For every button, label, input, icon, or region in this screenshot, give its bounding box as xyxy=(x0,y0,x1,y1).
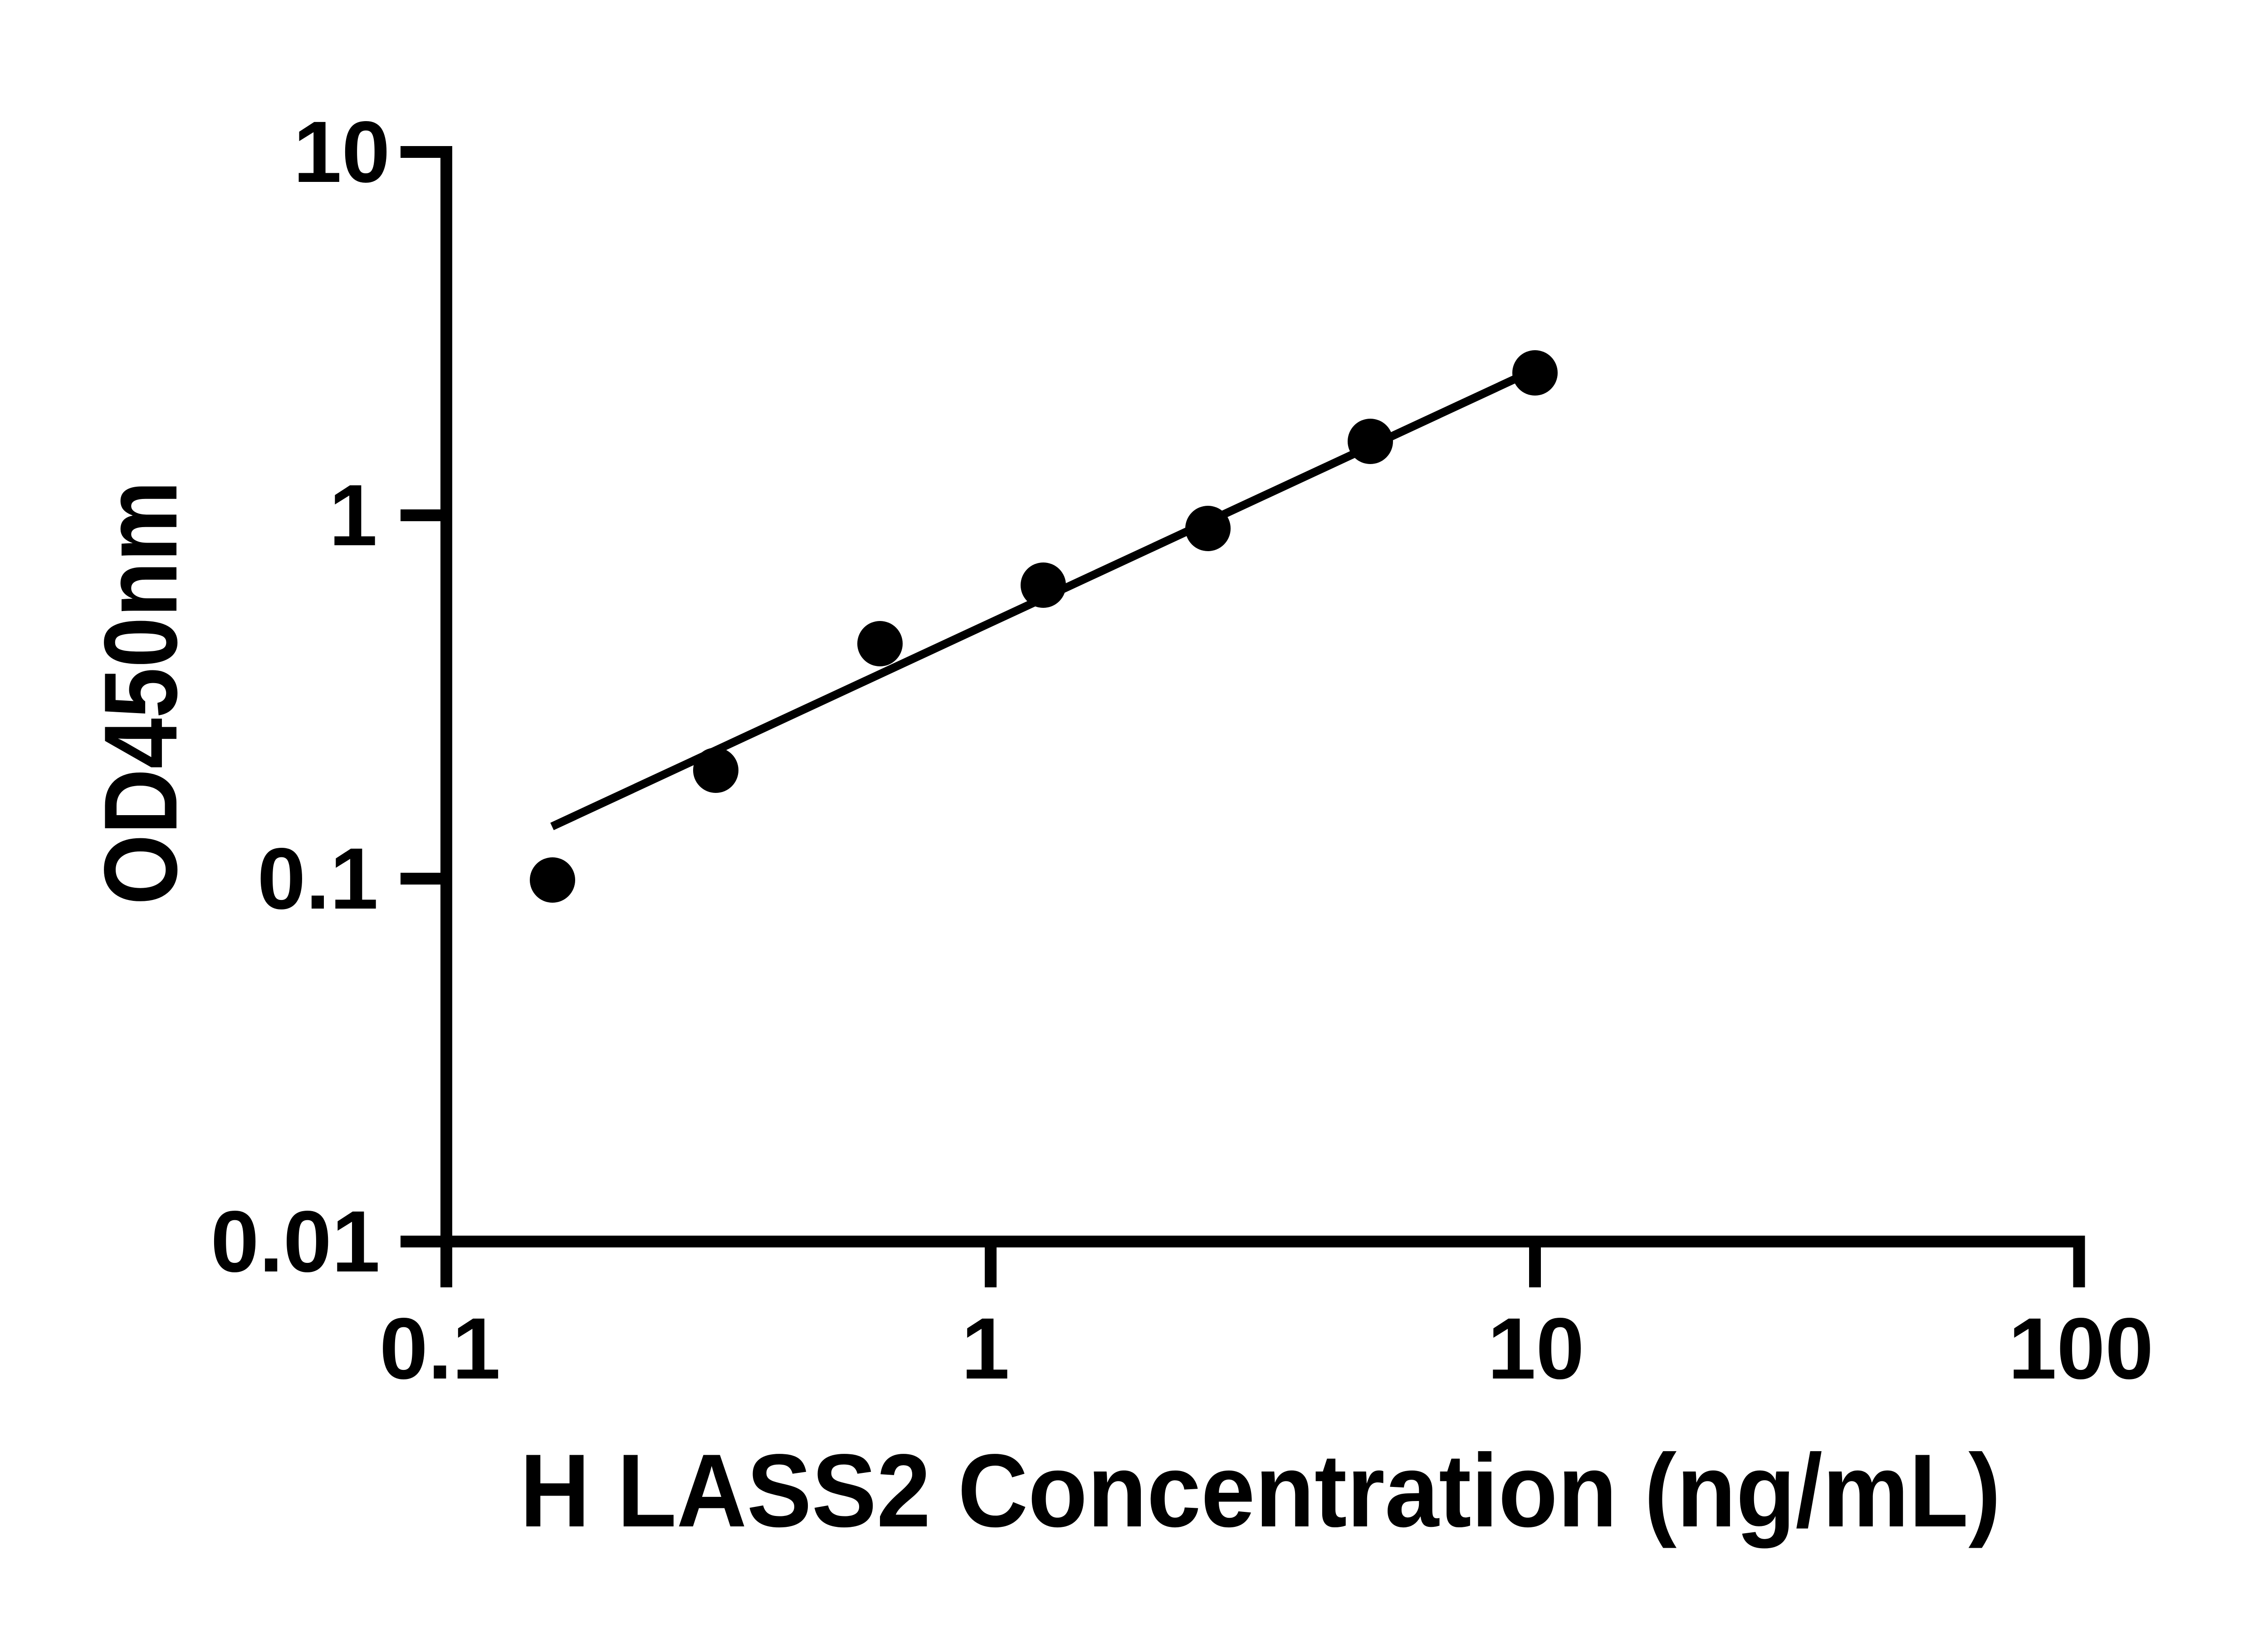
svg-text:10: 10 xyxy=(293,103,390,200)
svg-text:0.01: 0.01 xyxy=(210,1193,380,1290)
svg-text:10: 10 xyxy=(1487,1300,1584,1397)
svg-text:H LASS2 Concentration (ng/mL): H LASS2 Concentration (ng/mL) xyxy=(520,1433,2001,1549)
svg-text:1: 1 xyxy=(329,466,377,564)
svg-text:0.1: 0.1 xyxy=(257,830,378,927)
svg-text:1: 1 xyxy=(961,1300,1010,1397)
svg-text:0.1: 0.1 xyxy=(380,1300,501,1397)
svg-text:OD450nm: OD450nm xyxy=(83,481,199,905)
svg-text:100: 100 xyxy=(2008,1300,2153,1397)
